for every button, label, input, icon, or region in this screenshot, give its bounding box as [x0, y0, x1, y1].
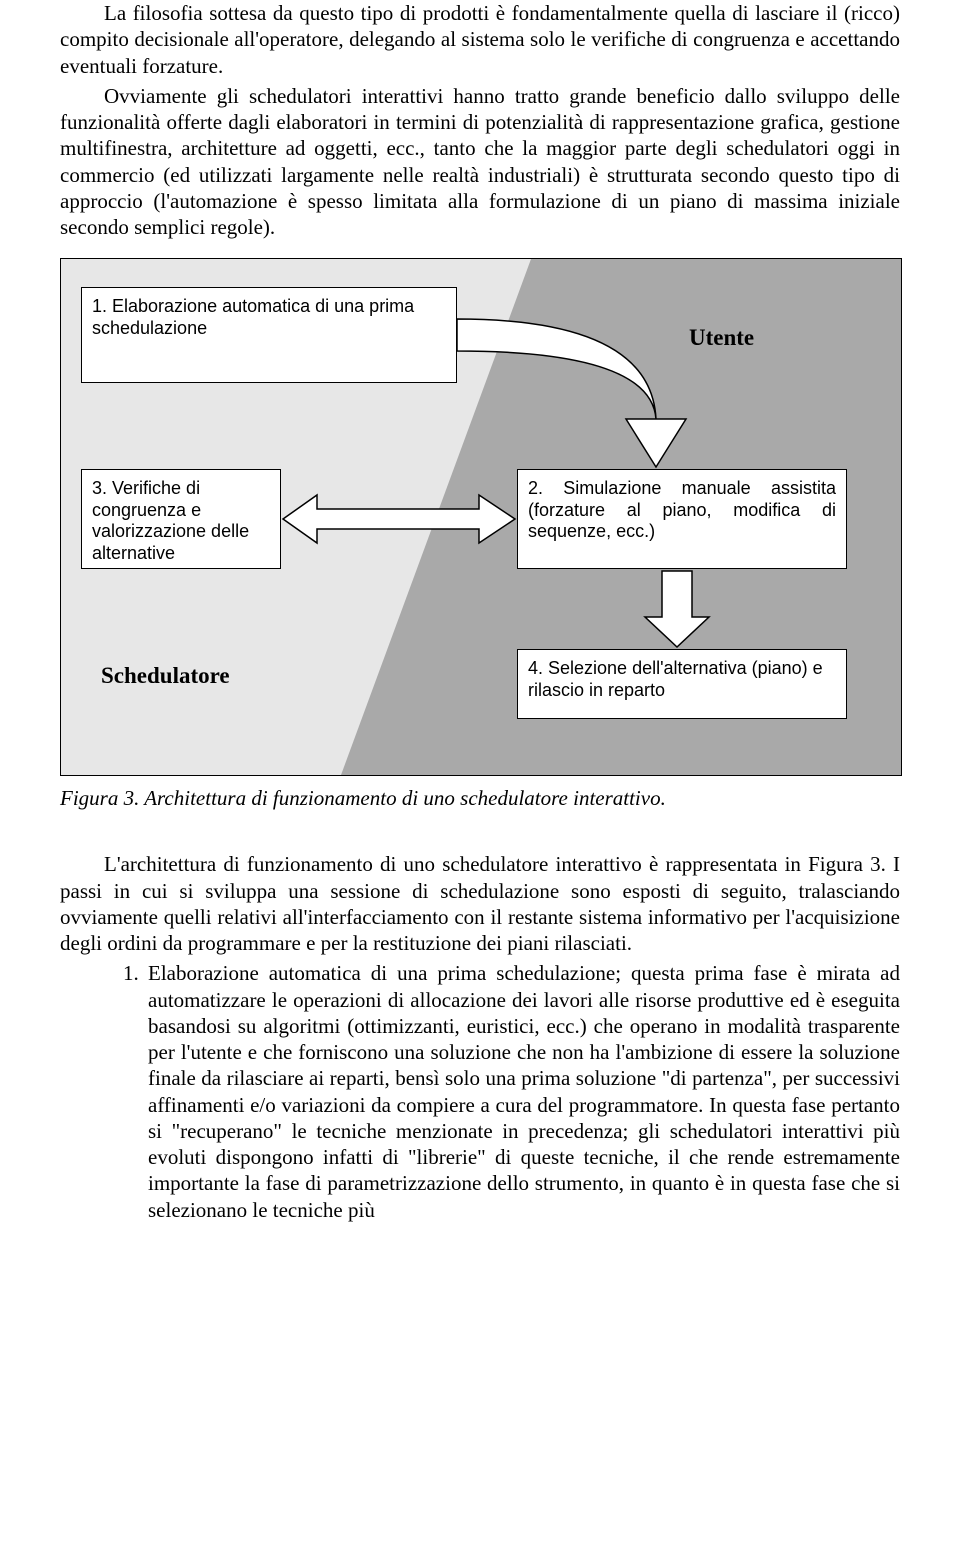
diagram-box-3: 3. Verifiche di congruenza e valorizzazi… — [81, 469, 281, 569]
paragraph-2: Ovviamente gli schedulatori interattivi … — [60, 83, 900, 241]
diagram-box-3-text: 3. Verifiche di congruenza e valorizzazi… — [92, 478, 249, 563]
diagram-label-schedulatore: Schedulatore — [101, 663, 230, 689]
paragraph-1: La filosofia sottesa da questo tipo di p… — [60, 0, 900, 79]
diagram-label-utente: Utente — [689, 325, 754, 351]
numbered-steps: Elaborazione automatica di una prima sch… — [60, 960, 900, 1223]
step-1: Elaborazione automatica di una prima sch… — [144, 960, 900, 1223]
diagram-box-1: 1. Elaborazione automatica di una prima … — [81, 287, 457, 383]
paragraph-3: L'architettura di funzionamento di uno s… — [60, 851, 900, 956]
diagram-box-1-text: 1. Elaborazione automatica di una prima … — [92, 296, 414, 338]
figure-3-diagram: 1. Elaborazione automatica di una prima … — [60, 258, 902, 776]
diagram-box-4-text: 4. Selezione dell'alternativa (piano) e … — [528, 658, 823, 700]
page: La filosofia sottesa da questo tipo di p… — [0, 0, 960, 1263]
diagram-box-2-text: 2. Simulazione manuale assistita (forzat… — [528, 478, 836, 543]
figure-3-caption: Figura 3. Architettura di funzionamento … — [60, 786, 900, 811]
diagram-box-4: 4. Selezione dell'alternativa (piano) e … — [517, 649, 847, 719]
diagram-box-2: 2. Simulazione manuale assistita (forzat… — [517, 469, 847, 569]
